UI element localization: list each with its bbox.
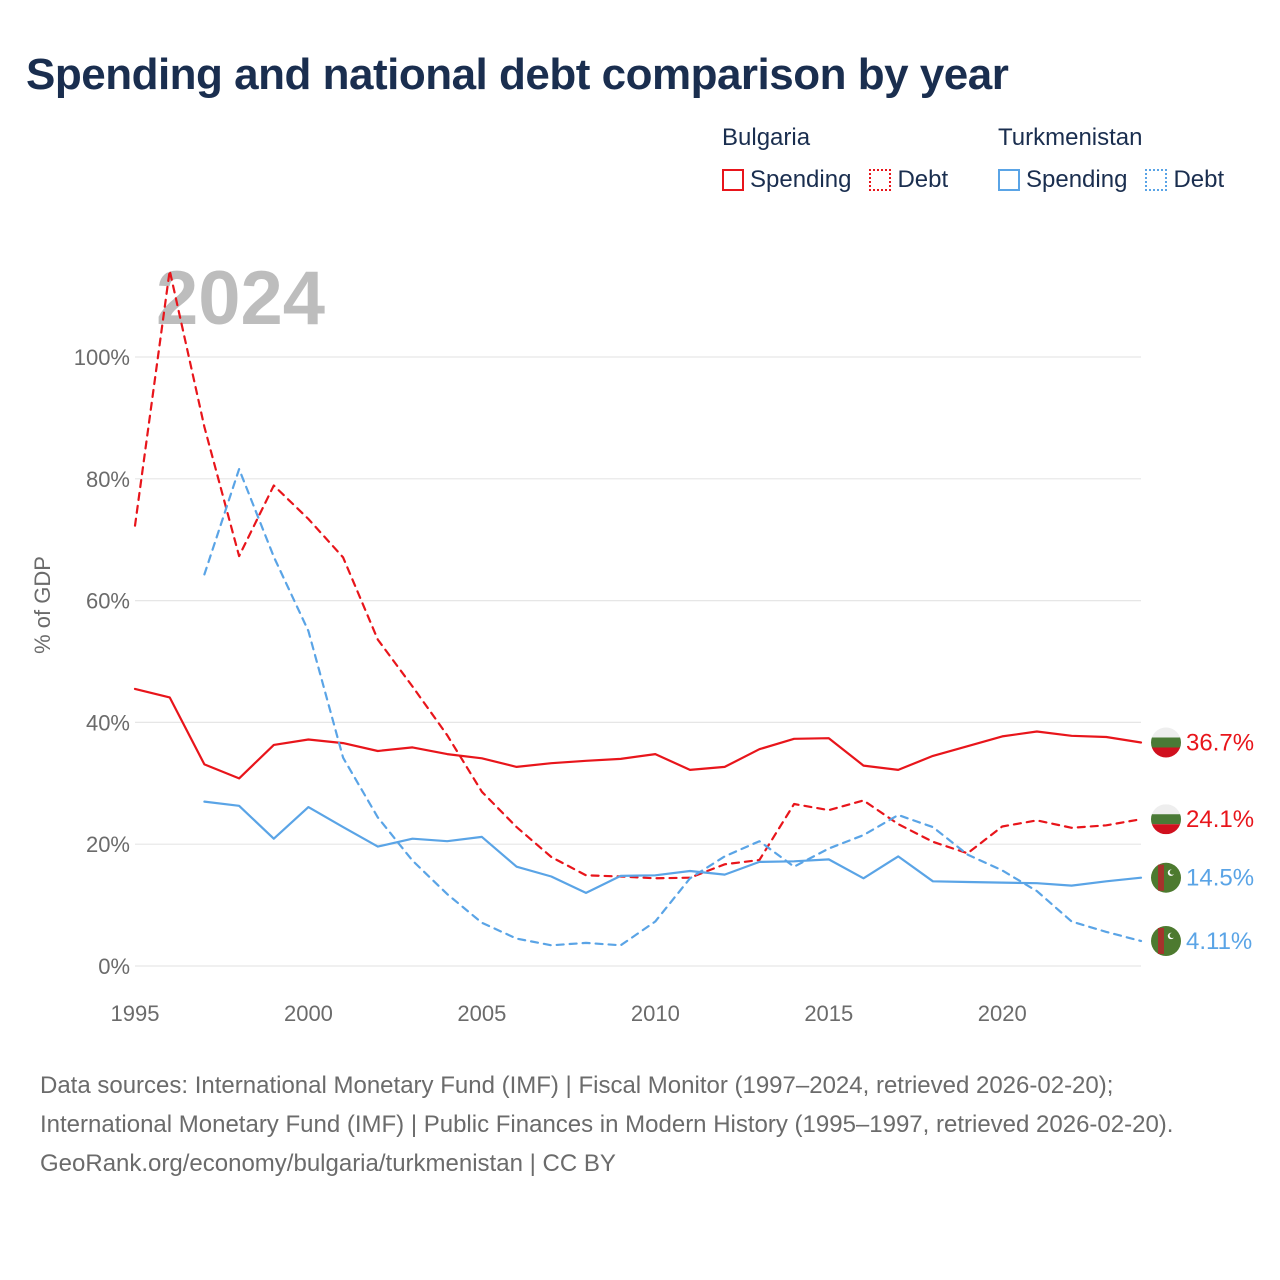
flag-icon-bulgaria — [1151, 804, 1181, 835]
chart-title: Spending and national debt comparison by… — [26, 50, 1009, 99]
series-line-turkmenistan-spending — [203, 800, 1143, 894]
end-marker-bulgaria-debt: 24.1% — [1151, 804, 1254, 835]
footer: Data sources: International Monetary Fun… — [40, 1066, 1240, 1183]
legend-item-turkmenistan-spending[interactable]: Spending — [998, 166, 1127, 194]
series-lines — [133, 269, 1143, 947]
legend-item-bulgaria-debt[interactable]: Debt — [869, 166, 948, 194]
end-value-label: 4.11% — [1186, 928, 1252, 955]
y-tick-label: 20% — [86, 832, 130, 857]
legend-label: Spending — [1026, 166, 1128, 193]
legend-swatch-solid — [722, 169, 744, 191]
end-labels: 36.7% 24.1% 14.5% 4.11% — [1151, 727, 1254, 956]
y-tick-label: 80% — [86, 467, 130, 492]
year-watermark: 2024 — [156, 256, 325, 341]
x-tick-label: 1995 — [111, 1001, 160, 1026]
legend-label: Debt — [897, 166, 949, 193]
line-chart: 2024 0% 20% 40% 60% 80% 100% 1995 2000 2005 2010… — [30, 256, 1254, 1026]
legend-swatch-solid — [998, 169, 1020, 191]
y-axis-title: % of GDP — [30, 556, 55, 654]
legend-group-name: Bulgaria — [722, 124, 811, 151]
x-tick-label: 2000 — [284, 1001, 333, 1026]
legend-item-turkmenistan-debt[interactable]: Debt — [1145, 166, 1224, 194]
legend-label: Spending — [750, 166, 852, 193]
gridlines — [135, 356, 1141, 967]
series-line-bulgaria-debt — [133, 269, 1143, 880]
x-tick-label: 2005 — [457, 1001, 506, 1026]
end-marker-turkmenistan-spending: 14.5% — [1151, 862, 1254, 893]
data-sources: Data sources: International Monetary Fun… — [40, 1072, 1174, 1138]
end-value-label: 14.5% — [1186, 865, 1254, 892]
end-marker-bulgaria-spending: 36.7% — [1151, 727, 1254, 758]
legend-label: Debt — [1173, 166, 1225, 193]
end-marker-turkmenistan-debt: 4.11% — [1151, 925, 1252, 956]
flag-icon-turkmenistan — [1151, 925, 1181, 956]
x-tick-label: 2020 — [978, 1001, 1027, 1026]
x-tick-label: 2015 — [804, 1001, 853, 1026]
legend-swatch-dotted — [1145, 169, 1168, 191]
legend-group-turkmenistan: Turkmenistan Spending Debt — [998, 124, 1242, 194]
y-tick-label: 40% — [86, 710, 130, 735]
legend-group-bulgaria: Bulgaria Spending Debt — [722, 124, 966, 194]
y-axis-ticks: 0% 20% 40% 60% 80% 100% — [74, 345, 130, 979]
credit-link[interactable]: GeoRank.org/economy/bulgaria/turkmenista… — [40, 1150, 616, 1177]
series-line-bulgaria-spending — [133, 687, 1143, 780]
y-tick-label: 100% — [74, 345, 130, 370]
y-tick-label: 60% — [86, 589, 130, 614]
x-tick-label: 2010 — [631, 1001, 680, 1026]
flag-icon-turkmenistan — [1151, 862, 1181, 893]
legend-swatch-dotted — [869, 169, 892, 191]
end-value-label: 24.1% — [1186, 806, 1254, 833]
x-axis-ticks: 1995 2000 2005 2010 2015 2020 — [111, 1001, 1027, 1026]
legend-item-bulgaria-spending[interactable]: Spending — [722, 166, 851, 194]
legend-group-name: Turkmenistan — [998, 124, 1143, 151]
flag-icon-bulgaria — [1151, 727, 1181, 758]
series-line-turkmenistan-debt — [203, 468, 1143, 947]
end-value-label: 36.7% — [1186, 729, 1254, 756]
y-tick-label: 0% — [98, 954, 130, 979]
